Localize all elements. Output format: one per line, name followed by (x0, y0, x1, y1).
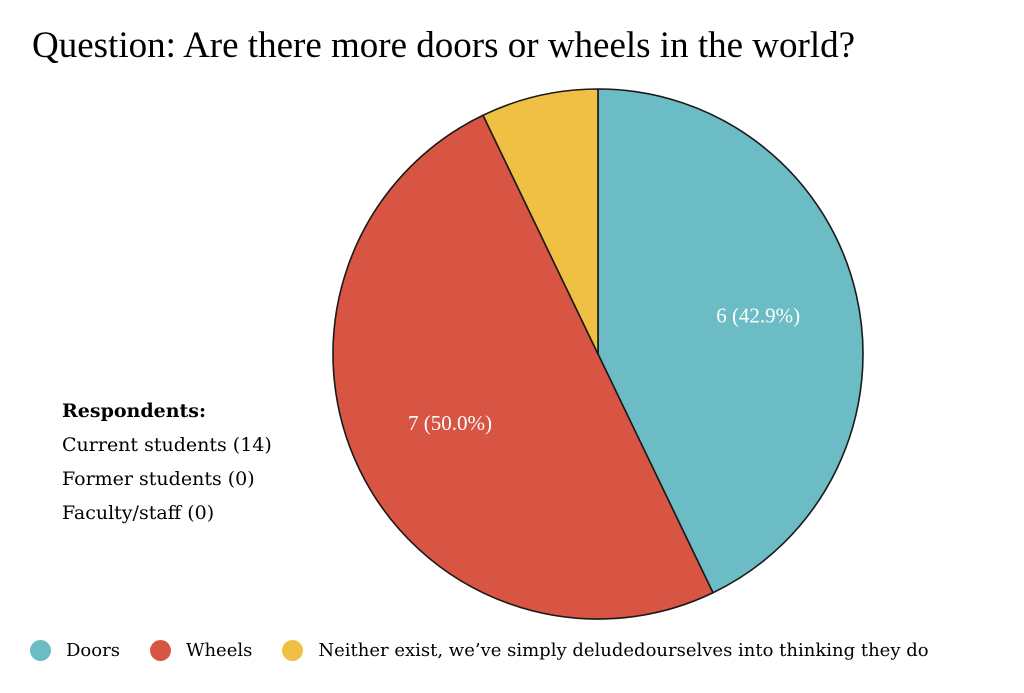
legend-item-doors: Doors (30, 640, 120, 661)
respondents-current-students: Current students (14) (62, 434, 272, 456)
legend-swatch-neither (282, 640, 304, 661)
legend-item-wheels: Wheels (149, 640, 253, 661)
pie-slice-wheels (332, 114, 714, 620)
legend-swatch-wheels (149, 640, 171, 661)
respondents-heading: Respondents: (62, 400, 207, 422)
chart-title: Question: Are there more doors or wheels… (32, 25, 856, 66)
legend-label-doors: Doors (66, 640, 120, 661)
respondents-faculty-staff: Faculty/staff (0) (62, 502, 215, 524)
legend-item-neither: Neither exist, we’ve simply deludedourse… (282, 640, 929, 661)
legend-label-wheels: Wheels (185, 640, 253, 661)
pie-slice-doors (597, 88, 864, 594)
respondents-panel: Respondents: Current students (14) Forme… (62, 394, 272, 530)
pie-slice-label-doors: 6 (42.9%) (716, 303, 800, 327)
legend-label-neither: Neither exist, we’ve simply deludedourse… (318, 640, 929, 661)
pie-slice-neither (482, 88, 599, 355)
legend-swatch-doors (30, 640, 51, 661)
pie-slice-label-wheels: 7 (50.0%) (408, 411, 492, 435)
respondents-former-students: Former students (0) (62, 468, 255, 490)
chart-legend: Doors Wheels Neither exist, we’ve simply d… (30, 640, 959, 661)
